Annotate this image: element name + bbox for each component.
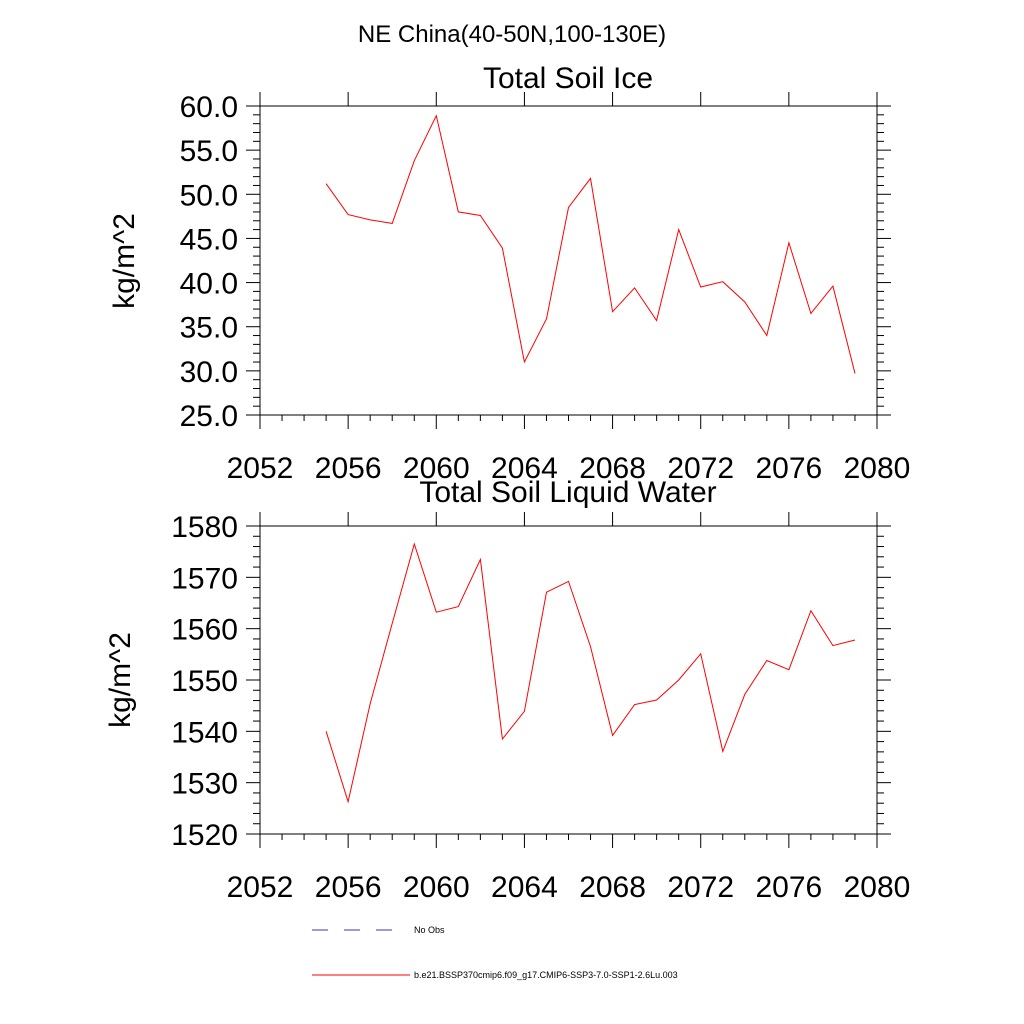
panel-total-soil-liquid-water: Total Soil Liquid Water kg/m^2 2052 2056 2… — [104, 476, 910, 904]
series-line — [325, 542, 856, 804]
y-tick-label: 1560 — [171, 614, 238, 647]
x-tick-label: 2072 — [667, 452, 734, 485]
x-tick-label: 2060 — [403, 452, 470, 485]
x-tick-label: 2080 — [844, 871, 911, 904]
series-line — [325, 114, 856, 374]
plot-area: 2052 2056 2060 2064 2068 2072 2076 2080 25.0 30.0… — [180, 91, 911, 485]
x-tick-label: 2052 — [227, 871, 294, 904]
panel-total-soil-ice: Total Soil Ice kg/m^2 2052 2056 2060 2064 20… — [108, 62, 910, 485]
y-tick-label: 1570 — [171, 562, 238, 595]
y-tick-label: 50.0 — [180, 179, 238, 212]
y-tick-label: 55.0 — [180, 135, 238, 168]
x-tick-label: 2064 — [491, 871, 558, 904]
panel-title: Total Soil Ice — [483, 62, 653, 95]
x-tick-label: 2060 — [403, 871, 470, 904]
legend: No Obs b.e21.BSSP370cmip6.f09_g17.CMIP6-… — [312, 925, 678, 980]
legend-label: b.e21.BSSP370cmip6.f09_g17.CMIP6-SSP3-7.… — [414, 970, 678, 980]
y-tick-label: 25.0 — [180, 400, 238, 433]
x-tick-label: 2056 — [315, 871, 382, 904]
legend-entry-model-run: b.e21.BSSP370cmip6.f09_g17.CMIP6-SSP3-7.… — [312, 970, 678, 980]
legend-entry-no-obs: No Obs — [312, 925, 445, 935]
y-axis-label: kg/m^2 — [108, 213, 141, 309]
x-tick-label: 2076 — [755, 452, 822, 485]
x-tick-label: 2052 — [227, 452, 294, 485]
y-tick-label: 35.0 — [180, 312, 238, 345]
y-tick-label: 1530 — [171, 768, 238, 801]
figure-title: NE China(40-50N,100-130E) — [358, 21, 666, 48]
y-axis-label: kg/m^2 — [104, 632, 137, 728]
y-tick-label: 45.0 — [180, 223, 238, 256]
x-tick-label: 2056 — [315, 452, 382, 485]
x-tick-label: 2068 — [579, 871, 646, 904]
x-tick-label: 2076 — [755, 871, 822, 904]
x-tick-label: 2072 — [667, 871, 734, 904]
y-tick-label: 1580 — [171, 511, 238, 544]
y-tick-label: 1540 — [171, 716, 238, 749]
y-tick-label: 30.0 — [180, 356, 238, 389]
x-tick-label: 2064 — [491, 452, 558, 485]
legend-label: No Obs — [414, 925, 445, 935]
plot-frame — [259, 525, 878, 835]
panel-title: Total Soil Liquid Water — [419, 476, 716, 509]
y-tick-label: 1520 — [171, 819, 238, 852]
y-tick-label: 60.0 — [180, 91, 238, 124]
plot-area: 2052 2056 2060 2064 2068 2072 2076 2080 1520 1530… — [171, 511, 910, 904]
x-tick-label: 2080 — [844, 452, 911, 485]
y-tick-label: 1550 — [171, 665, 238, 698]
y-tick-label: 40.0 — [180, 268, 238, 301]
x-tick-label: 2068 — [579, 452, 646, 485]
